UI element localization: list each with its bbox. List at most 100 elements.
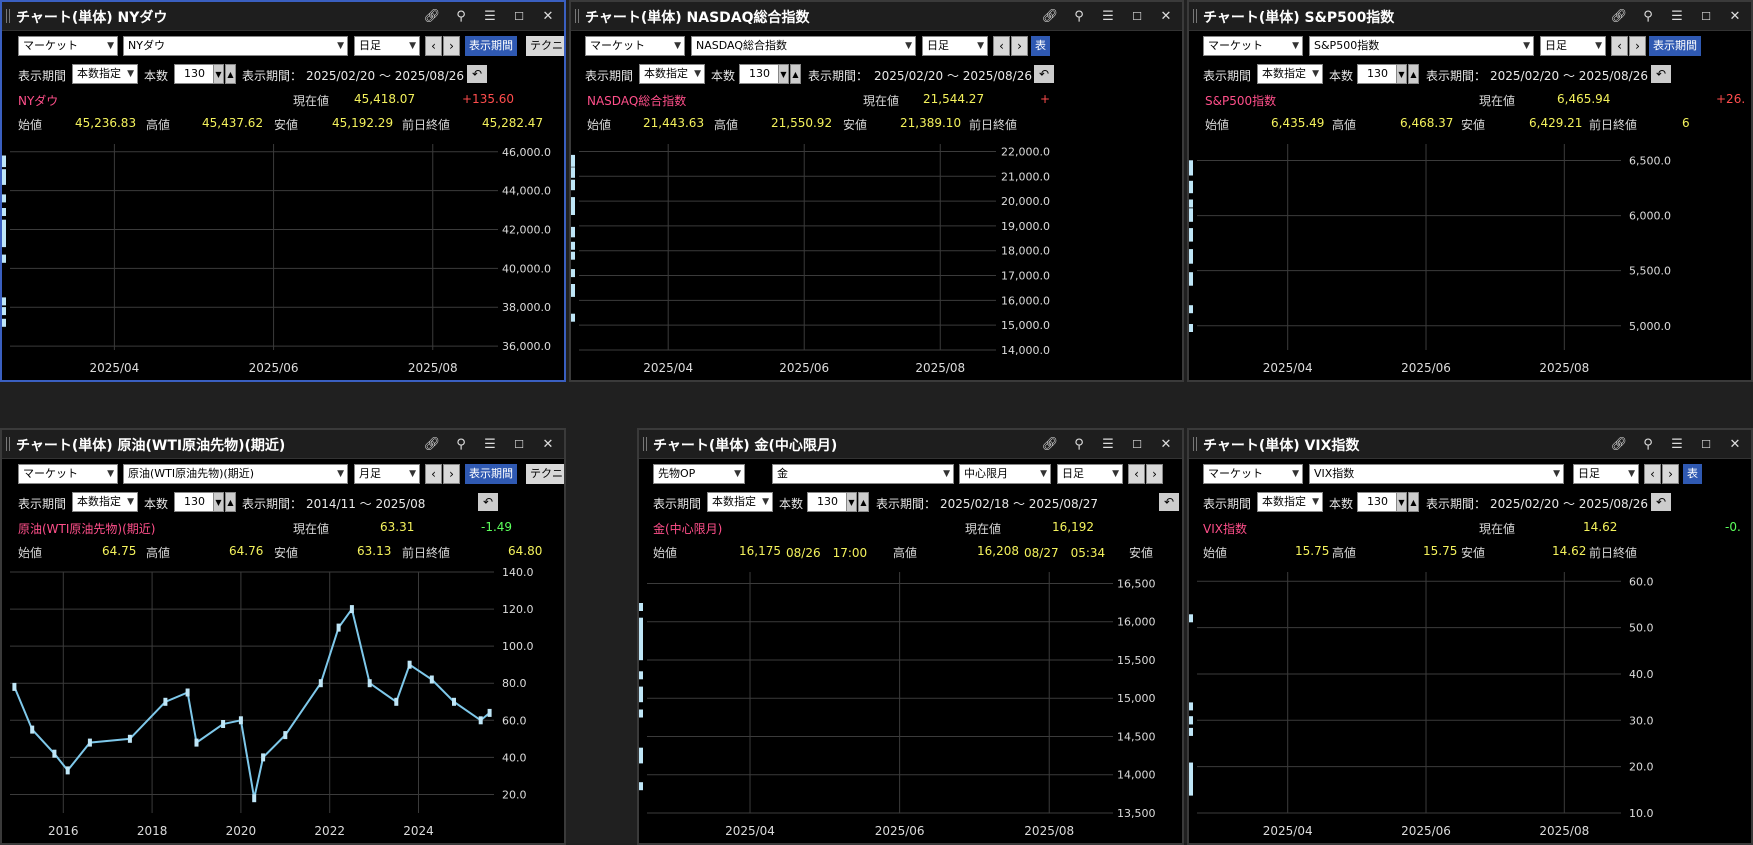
close-icon[interactable]: ✕ (1160, 8, 1172, 24)
spin-up-icon[interactable]: ▲ (1408, 64, 1419, 84)
spin-down-icon[interactable]: ▼ (846, 492, 857, 512)
drag-grip-icon[interactable] (643, 437, 649, 451)
spin-up-icon[interactable]: ▲ (858, 492, 869, 512)
spin-up-icon[interactable]: ▲ (225, 64, 236, 84)
reset-icon[interactable]: ↶ (1159, 493, 1179, 511)
range-button[interactable]: 表示期間 (465, 464, 517, 484)
range-mode-select[interactable]: 本数指定 ▼ (1257, 492, 1323, 512)
prev-button[interactable]: ‹ (1611, 36, 1628, 56)
range-mode-select[interactable]: 本数指定 ▼ (639, 64, 705, 84)
prev-button[interactable]: ‹ (1128, 464, 1145, 484)
market-select[interactable]: マーケット ▼ (585, 36, 685, 56)
menu-icon[interactable]: ☰ (1671, 8, 1683, 24)
range-mode-select[interactable]: 本数指定 ▼ (72, 492, 138, 512)
price-chart[interactable]: 46,000.0 44,000.0 42,000.0 40,000.0 38,000.0… (2, 136, 564, 380)
reset-icon[interactable]: ↶ (1034, 65, 1054, 83)
spin-up-icon[interactable]: ▲ (790, 64, 801, 84)
maximize-icon[interactable]: ☐ (1132, 9, 1142, 23)
maximize-icon[interactable]: ☐ (514, 437, 524, 451)
menu-icon[interactable]: ☰ (1102, 8, 1114, 24)
next-button[interactable]: › (443, 464, 460, 484)
panel-sp500[interactable]: チャート(単体) S&P500指数 🔗︎ ⚲ ☰ ☐ ✕ マーケット ▼ S&P5… (1187, 0, 1753, 382)
technical-button[interactable]: テクニ (526, 464, 564, 484)
reset-icon[interactable]: ↶ (467, 65, 487, 83)
drag-grip-icon[interactable] (6, 437, 12, 451)
menu-icon[interactable]: ☰ (1671, 436, 1683, 452)
market-select[interactable]: マーケット ▼ (1203, 464, 1303, 484)
reset-icon[interactable]: ↶ (478, 493, 498, 511)
panel-gold[interactable]: チャート(単体) 金(中心限月) 🔗︎ ⚲ ☰ ☐ ✕ 先物OP ▼ 金 ▼ 中心限… (637, 428, 1184, 845)
panel-crude-oil[interactable]: チャート(単体) 原油(WTI原油先物)(期近) 🔗︎ ⚲ ☰ ☐ ✕ マーケッ… (0, 428, 566, 845)
range-button[interactable]: 表 (1683, 464, 1702, 484)
maximize-icon[interactable]: ☐ (1132, 437, 1142, 451)
link-icon[interactable]: 🔗︎ (1610, 436, 1628, 452)
close-icon[interactable]: ✕ (542, 436, 554, 452)
link-icon[interactable]: 🔗︎ (423, 436, 441, 452)
market-select[interactable]: マーケット ▼ (18, 464, 118, 484)
symbol-select[interactable]: NYダウ ▼ (123, 36, 348, 56)
period-select[interactable]: 月足 ▼ (354, 464, 420, 484)
prev-button[interactable]: ‹ (1644, 464, 1661, 484)
drag-grip-icon[interactable] (575, 9, 581, 23)
reset-icon[interactable]: ↶ (1651, 65, 1671, 83)
market-select[interactable]: マーケット ▼ (18, 36, 118, 56)
next-button[interactable]: › (1011, 36, 1028, 56)
period-select[interactable]: 日足 ▼ (354, 36, 420, 56)
range-mode-select[interactable]: 本数指定 ▼ (707, 492, 773, 512)
count-input[interactable]: 130 (739, 64, 789, 84)
period-select[interactable]: 日足 ▼ (1057, 464, 1123, 484)
price-chart[interactable]: 60.0 50.0 40.0 30.0 20.0 10.0 2025/04 2025/06 20… (1189, 564, 1751, 843)
next-button[interactable]: › (1146, 464, 1163, 484)
next-button[interactable]: › (443, 36, 460, 56)
maximize-icon[interactable]: ☐ (1701, 437, 1711, 451)
menu-icon[interactable]: ☰ (484, 8, 496, 24)
contract-select[interactable]: 中心限月 ▼ (959, 464, 1051, 484)
search-icon[interactable]: ⚲ (456, 436, 466, 452)
panel-titlebar[interactable]: チャート(単体) 原油(WTI原油先物)(期近) 🔗︎ ⚲ ☰ ☐ ✕ (2, 430, 564, 459)
spin-down-icon[interactable]: ▼ (778, 64, 789, 84)
market-select[interactable]: マーケット ▼ (1203, 36, 1303, 56)
maximize-icon[interactable]: ☐ (1701, 9, 1711, 23)
prev-button[interactable]: ‹ (993, 36, 1010, 56)
range-mode-select[interactable]: 本数指定 ▼ (1257, 64, 1323, 84)
drag-grip-icon[interactable] (1193, 9, 1199, 23)
menu-icon[interactable]: ☰ (1102, 436, 1114, 452)
maximize-icon[interactable]: ☐ (514, 9, 524, 23)
panel-vix[interactable]: チャート(単体) VIX指数 🔗︎ ⚲ ☰ ☐ ✕ マーケット ▼ VIX指数 ▼ … (1187, 428, 1753, 845)
panel-titlebar[interactable]: チャート(単体) NYダウ 🔗︎ ⚲ ☰ ☐ ✕ (2, 2, 564, 31)
reset-icon[interactable]: ↶ (1651, 493, 1671, 511)
spin-down-icon[interactable]: ▼ (213, 64, 224, 84)
panel-titlebar[interactable]: チャート(単体) 金(中心限月) 🔗︎ ⚲ ☰ ☐ ✕ (639, 430, 1182, 459)
close-icon[interactable]: ✕ (1729, 436, 1741, 452)
close-icon[interactable]: ✕ (1729, 8, 1741, 24)
symbol-select[interactable]: NASDAQ総合指数 ▼ (691, 36, 916, 56)
drag-grip-icon[interactable] (6, 9, 12, 23)
panel-nasdaq[interactable]: チャート(単体) NASDAQ総合指数 🔗︎ ⚲ ☰ ☐ ✕ マーケット ▼ NA… (569, 0, 1184, 382)
next-button[interactable]: › (1662, 464, 1679, 484)
panel-titlebar[interactable]: チャート(単体) VIX指数 🔗︎ ⚲ ☰ ☐ ✕ (1189, 430, 1751, 459)
panel-titlebar[interactable]: チャート(単体) NASDAQ総合指数 🔗︎ ⚲ ☰ ☐ ✕ (571, 2, 1182, 31)
drag-grip-icon[interactable] (1193, 437, 1199, 451)
price-chart[interactable]: 22,000.0 21,000.0 20,000.0 19,000.0 18,000.0… (571, 136, 1182, 380)
technical-button[interactable]: テクニ (526, 36, 564, 56)
range-button[interactable]: 表 (1031, 36, 1050, 56)
spin-down-icon[interactable]: ▼ (213, 492, 224, 512)
prev-button[interactable]: ‹ (425, 36, 442, 56)
market-select[interactable]: 先物OP ▼ (653, 464, 745, 484)
range-mode-select[interactable]: 本数指定 ▼ (72, 64, 138, 84)
link-icon[interactable]: 🔗︎ (423, 8, 441, 24)
search-icon[interactable]: ⚲ (456, 8, 466, 24)
next-button[interactable]: › (1629, 36, 1646, 56)
symbol-select[interactable]: S&P500指数 ▼ (1309, 36, 1534, 56)
close-icon[interactable]: ✕ (1160, 436, 1172, 452)
spin-up-icon[interactable]: ▲ (1408, 492, 1419, 512)
search-icon[interactable]: ⚲ (1074, 8, 1084, 24)
symbol-select[interactable]: VIX指数 ▼ (1309, 464, 1564, 484)
count-input[interactable]: 130 (1357, 64, 1407, 84)
spin-down-icon[interactable]: ▼ (1396, 492, 1407, 512)
period-select[interactable]: 日足 ▼ (1540, 36, 1606, 56)
count-input[interactable]: 130 (1357, 492, 1407, 512)
close-icon[interactable]: ✕ (542, 8, 554, 24)
link-icon[interactable]: 🔗︎ (1041, 8, 1059, 24)
price-chart[interactable]: 140.0 120.0 100.0 80.0 60.0 40.0 20.0 2016 2018 2… (2, 564, 564, 843)
